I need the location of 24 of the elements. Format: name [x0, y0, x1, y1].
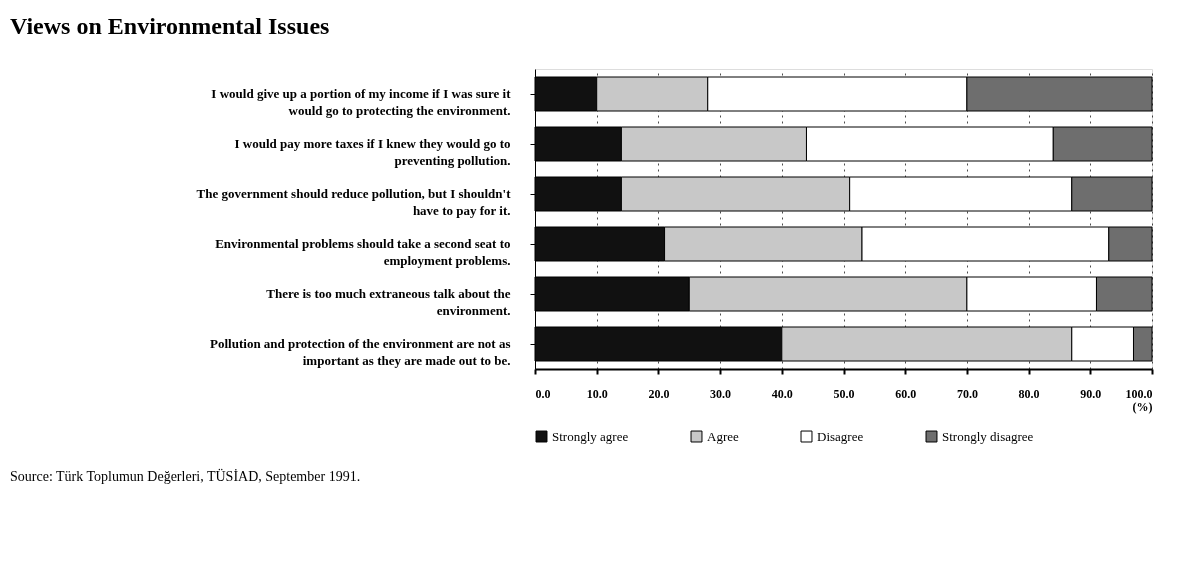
- x-tick-label: 30.0: [710, 386, 732, 401]
- x-tick-label: 10.0: [586, 386, 608, 401]
- x-tick-label: 80.0: [1018, 386, 1040, 401]
- y-tick-label: The government should reduce pollution, but I shouldn't have to pay for it.: [196, 186, 512, 218]
- x-tick-label: 70.0: [956, 386, 978, 401]
- x-tick-label: 100.0: [1125, 386, 1153, 401]
- x-tick-label: 0.0: [535, 386, 551, 401]
- x-tick-label: 90.0: [1080, 386, 1102, 401]
- legend-label: Strongly agree: [552, 428, 629, 444]
- text: Views on Environmental Issues: [10, 13, 330, 39]
- legend-label: Strongly disagree: [942, 428, 1034, 444]
- y-tick-label: I would pay more taxes if I knew they would go to preventing pollution.: [234, 136, 511, 168]
- x-tick-label: 60.0: [895, 386, 917, 401]
- y-tick-label: I would give up a portion of my income if I was sure it would go to protecting the environment.: [211, 86, 512, 118]
- x-axis-title: (%): [1132, 399, 1153, 414]
- y-tick-label: There is too much extraneous talk about the environment.: [266, 286, 511, 318]
- legend-label: Agree: [707, 428, 739, 444]
- y-tick-label: Environmental problems should take a second seat to employment problems.: [215, 236, 511, 268]
- x-tick-label: 50.0: [833, 386, 855, 401]
- x-tick-label: 40.0: [771, 386, 793, 401]
- legend-label: Disagree: [817, 428, 864, 444]
- y-tick-label: Pollution and protection of the environment are not as important as they are made out to be.: [210, 336, 511, 368]
- source-note: Source: Türk Toplumun Değerleri, TÜSİAD, September 1991.: [10, 468, 361, 484]
- x-tick-label: 20.0: [648, 386, 670, 401]
